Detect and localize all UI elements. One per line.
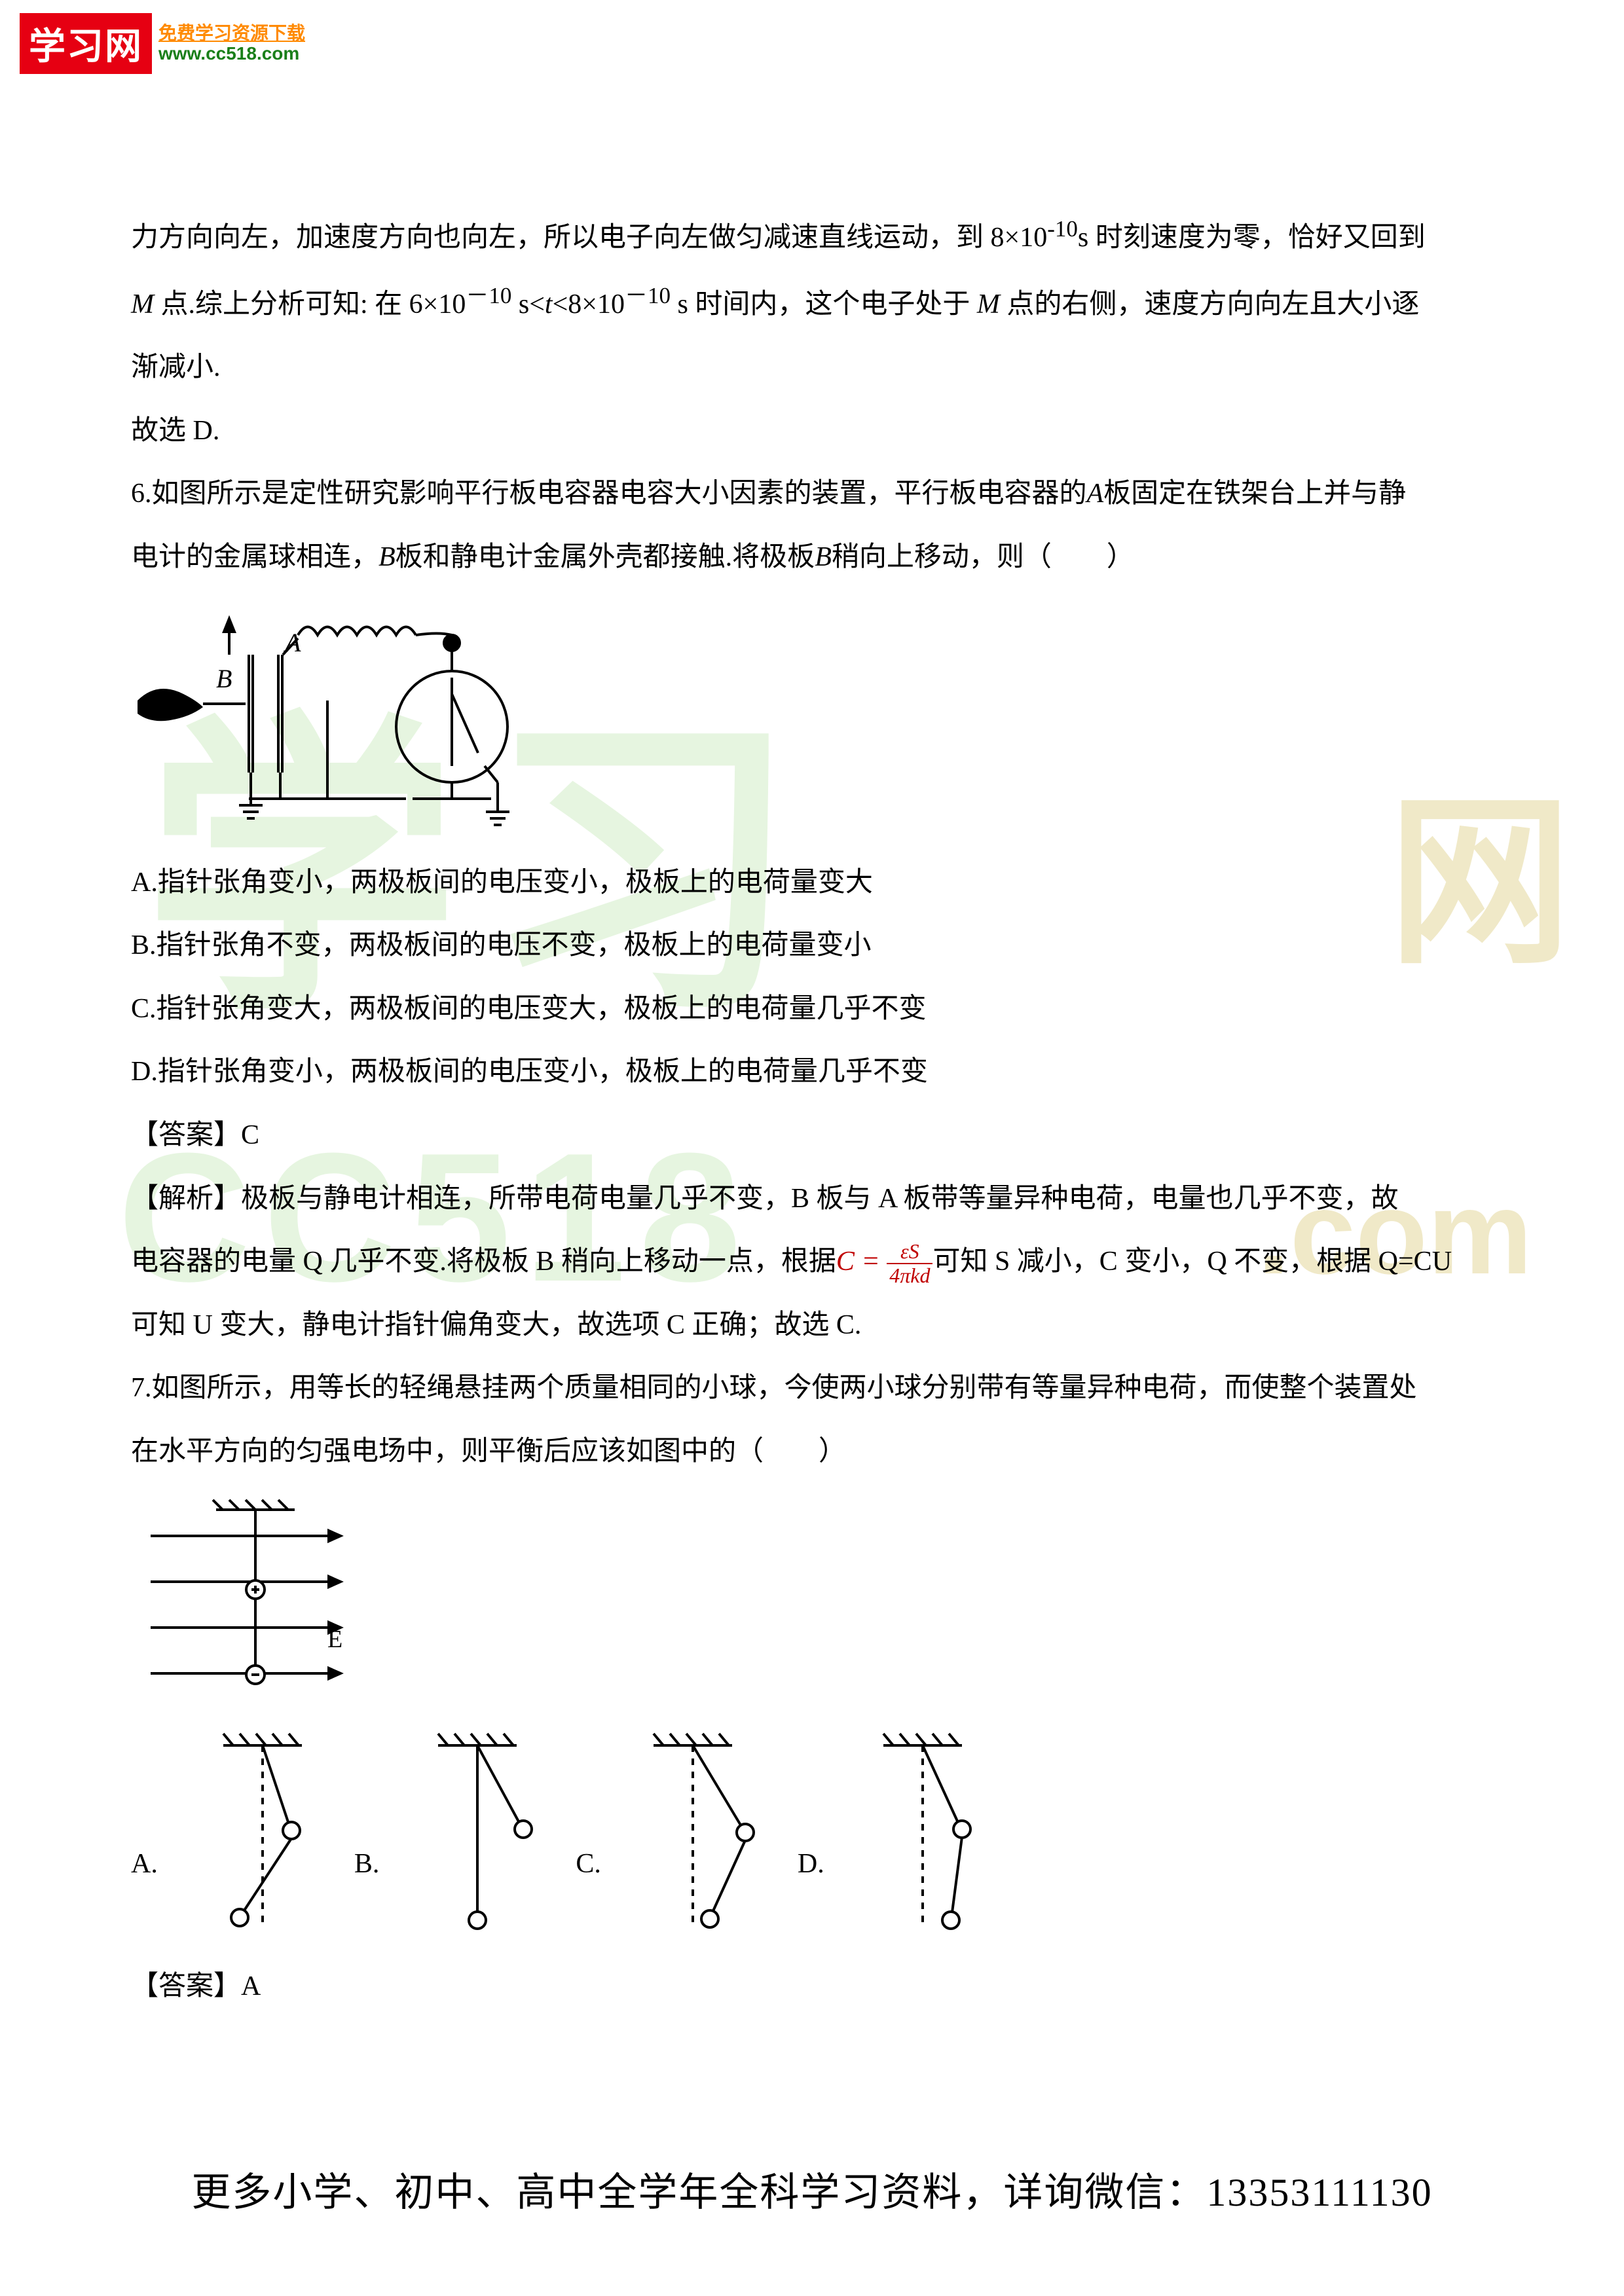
option-a: A.指针张角变小，两极板间的电压变小，极板上的电荷量变大 [131,851,1493,915]
q7-option-b-svg [405,1726,549,1935]
var-b: B [378,542,396,572]
document-body: 力方向向左，加速度方向也向左，所以电子向左做匀减速直线运动，到 8×10-10s… [131,203,1493,2018]
text: 6.如图所示是定性研究影响平行板电容器电容大小因素的装置，平行板电容器的 [131,479,1087,509]
logo-url: www.cc518.com [158,44,305,64]
text: 稍向上移动，则（ ） [832,542,1134,572]
superscript: －10 [466,283,511,308]
superscript: －10 [625,283,671,308]
paragraph: 故选 D. [131,399,1493,463]
q7-options: A. B. C. [131,1726,1493,1935]
svg-text:E: E [327,1626,342,1653]
text: 电计的金属球相连， [131,542,378,572]
logo-main: 学习网 [20,13,152,74]
numerator: εS [887,1240,932,1264]
question-7-stem: 在水平方向的匀强电场中，则平衡后应该如图中的（ ） [131,1420,1493,1484]
explanation: 【解析】极板与静电计相连，所带电荷电量几乎不变，B 板与 A 板带等量异种电荷，… [131,1167,1493,1231]
text: <8×10 [553,289,625,319]
paragraph: 渐减小. [131,336,1493,399]
var-t: t [545,289,553,319]
option-b: B.指针张角不变，两极板间的电压不变，极板上的电荷量变小 [131,914,1493,977]
explanation: 电容器的电量 Q 几乎不变.将极板 B 稍向上移动一点，根据C = εS 4πk… [131,1230,1493,1294]
text: 点.综上分析可知: 在 6×10 [154,289,466,319]
denominator: 4πkd [887,1264,932,1287]
paragraph: 力方向向左，加速度方向也向左，所以电子向左做匀减速直线运动，到 8×10-10s… [131,203,1493,270]
var-b: B [815,542,832,572]
text: 电容器的电量 Q 几乎不变.将极板 B 稍向上移动一点，根据 [131,1247,836,1277]
option-label-b: B. [354,1832,380,1935]
explanation: 可知 U 变大，静电计指针偏角变大，故选项 C 正确；故选 C. [131,1294,1493,1357]
logo-tagline: 免费学习资源下载 [158,24,305,44]
text: s 时刻速度为零，恰好又回到 [1078,223,1426,253]
logo-sub: 免费学习资源下载 www.cc518.com [158,24,305,64]
text: 板固定在铁架台上并与静 [1103,479,1406,509]
option-label-d: D. [798,1832,824,1935]
text: 力方向向左，加速度方向也向左，所以电子向左做匀减速直线运动，到 8×10 [131,223,1047,253]
fraction: εS 4πkd [887,1240,932,1287]
option-d: D.指针张角变小，两极板间的电压变小，极板上的电荷量几乎不变 [131,1040,1493,1104]
q7-field-svg: E [131,1497,367,1706]
option-c: C.指针张角变大，两极板间的电压变大，极板上的电荷量几乎不变 [131,977,1493,1041]
q7-option-a-svg [184,1726,328,1935]
text: 点的右侧，速度方向向左且大小逐 [1000,289,1420,319]
footer-text: 更多小学、初中、高中全学年全科学习资料，详询微信：13353111130 [0,2160,1624,2217]
site-logo: 学习网 免费学习资源下载 www.cc518.com [20,13,305,74]
option-label-c: C. [576,1832,601,1935]
paragraph: M 点.综上分析可知: 在 6×10－10 s<t<8×10－10 s 时间内，… [131,270,1493,337]
q7-option-d-svg [851,1726,995,1935]
var-m: M [131,289,154,319]
text: 可知 S 减小，C 变小，Q 不变，根据 Q=CU [932,1247,1452,1277]
var-a: A [1087,479,1104,509]
answer-label: 【答案】C [131,1104,1493,1167]
q7-option-c-svg [627,1726,771,1935]
figure-q7-field: E [131,1497,1493,1706]
text: s 时间内，这个电子处于 [671,289,977,319]
var-m: M [977,289,1000,319]
text: s< [511,289,545,319]
text: 板和静电计金属外壳都接触.将极板 [396,542,815,572]
question-6-stem: 6.如图所示是定性研究影响平行板电容器电容大小因素的装置，平行板电容器的A板固定… [131,462,1493,526]
formula-c-eq: C = [836,1247,880,1277]
question-6-stem: 电计的金属球相连，B板和静电计金属外壳都接触.将极板B稍向上移动，则（ ） [131,526,1493,589]
superscript: -10 [1047,216,1078,242]
svg-text:B: B [216,664,232,693]
figure-capacitor-electroscope: B A [131,602,1493,838]
option-label-a: A. [131,1832,158,1935]
answer-label: 【答案】A [131,1955,1493,2018]
capacitor-diagram-svg: B A [131,602,537,838]
question-7-stem: 7.如图所示，用等长的轻绳悬挂两个质量相同的小球，今使两小球分别带有等量异种电荷… [131,1357,1493,1420]
